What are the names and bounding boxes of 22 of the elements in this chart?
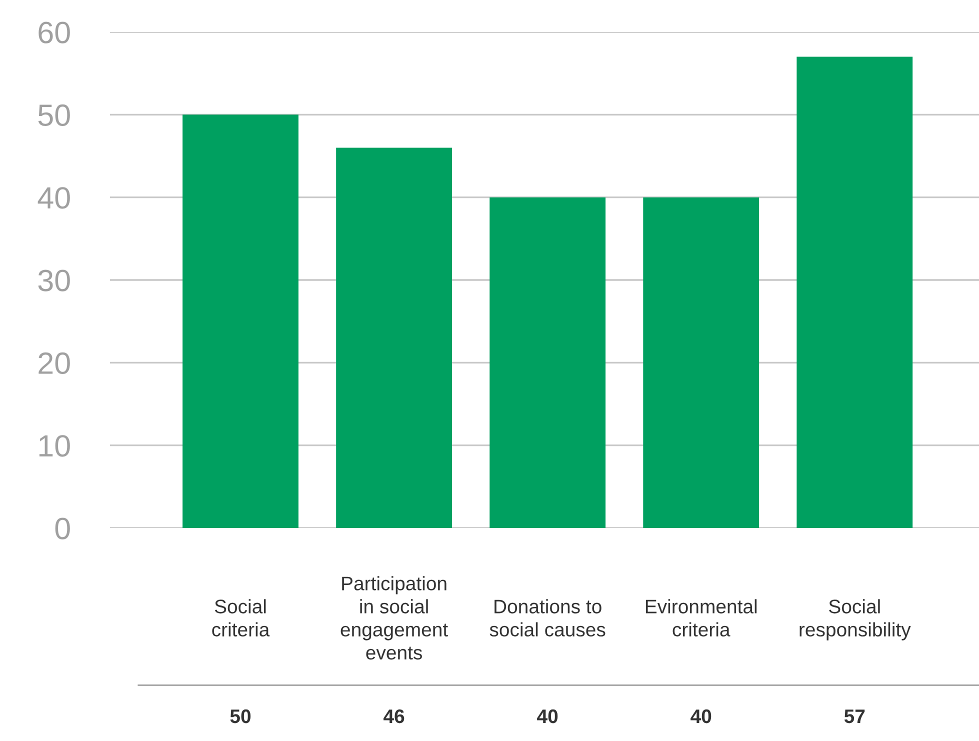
x-tick-label: Social responsibility <box>800 599 911 640</box>
x-tick-label: Donations to social causes <box>490 599 606 637</box>
y-tick-label: 40 <box>38 187 70 209</box>
x-tick-label: Evironmental criteria <box>646 599 757 637</box>
bar <box>182 114 298 528</box>
x-tick-label: Participation in social engagement events <box>340 576 448 660</box>
y-tick-label: 50 <box>38 104 70 126</box>
y-tick-label: 10 <box>39 435 70 457</box>
y-tick-label: 30 <box>38 270 70 292</box>
bar <box>643 197 760 528</box>
data-label: 40 <box>537 709 558 724</box>
y-tick-label: 60 <box>38 22 70 44</box>
data-label: 40 <box>690 709 712 724</box>
y-tick-label: 0 <box>55 518 70 540</box>
data-label: 46 <box>384 709 404 724</box>
bar <box>796 56 913 528</box>
bar <box>490 197 606 528</box>
data-label: 50 <box>230 709 251 724</box>
data-label: 57 <box>844 710 865 724</box>
x-tick-label: Social criteria <box>212 599 270 637</box>
bar <box>336 148 452 528</box>
y-tick-label: 20 <box>38 352 70 374</box>
